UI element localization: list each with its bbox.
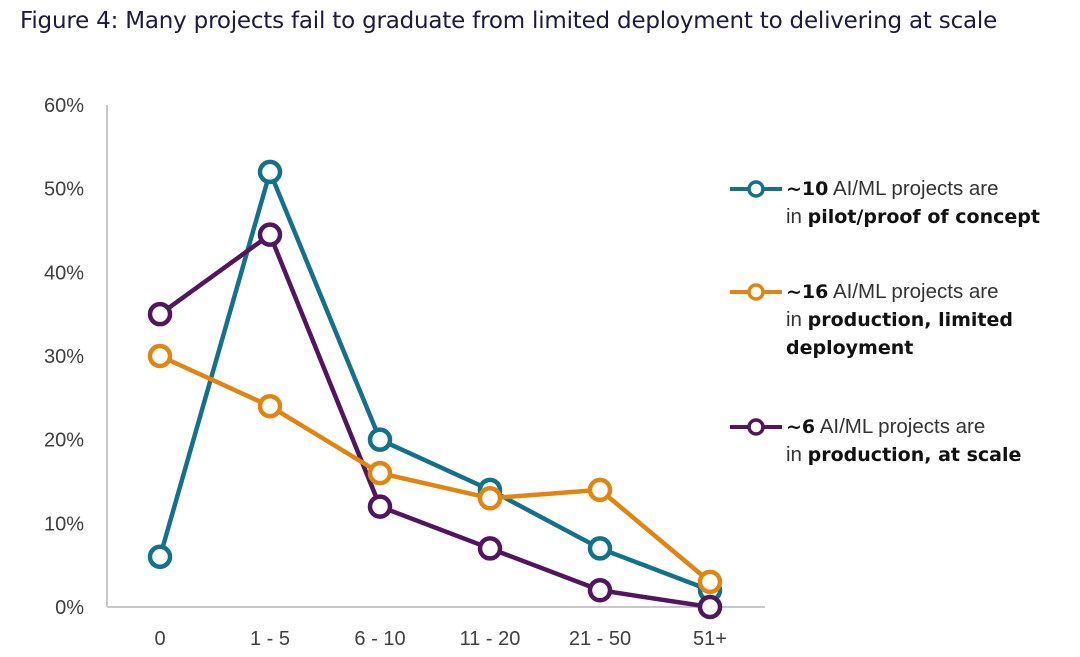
legend-category-cont: deployment bbox=[786, 337, 914, 359]
data-point-series-2 bbox=[257, 222, 283, 247]
y-tick-label: 60% bbox=[44, 95, 84, 117]
x-tick-label: 0 bbox=[154, 628, 165, 650]
data-point-series-1 bbox=[147, 343, 173, 369]
data-point-series-0 bbox=[257, 159, 283, 185]
x-tick-label: 11 - 20 bbox=[460, 628, 521, 650]
series-lines bbox=[157, 169, 712, 610]
legend-text: in bbox=[786, 205, 808, 228]
legend-category: production, at scale bbox=[807, 444, 1022, 466]
legend-count: ~6 bbox=[786, 416, 816, 438]
y-tick-label: 40% bbox=[44, 262, 84, 284]
axes bbox=[106, 105, 765, 608]
legend-category: pilot/proof of concept bbox=[807, 206, 1040, 228]
y-tick-label: 20% bbox=[44, 430, 84, 452]
data-point-series-1 bbox=[367, 460, 393, 486]
data-point-series-2 bbox=[697, 594, 723, 620]
chart-title: Figure 4: Many projects fail to graduate… bbox=[20, 8, 998, 34]
y-axis-ticks: 0% 10% 20% 30% 40% 50% 60% bbox=[44, 95, 84, 619]
legend-text: AI/ML projects are bbox=[815, 415, 986, 438]
y-tick-label: 30% bbox=[44, 346, 84, 368]
data-point-series-0 bbox=[147, 544, 173, 570]
data-point-series-0 bbox=[367, 427, 393, 452]
series-line-2 bbox=[158, 232, 711, 610]
series-line-1 bbox=[159, 353, 712, 584]
data-point-series-2 bbox=[587, 578, 613, 603]
y-tick-label: 0% bbox=[55, 597, 84, 619]
data-point-series-1 bbox=[257, 393, 283, 419]
data-point-series-2 bbox=[147, 301, 173, 327]
legend-text: in bbox=[786, 443, 808, 466]
legend-category: production, limited bbox=[807, 309, 1013, 331]
legend-text: in bbox=[786, 308, 808, 331]
y-tick-label: 10% bbox=[44, 513, 84, 535]
x-tick-label: 1 - 5 bbox=[250, 628, 290, 650]
series-markers bbox=[147, 159, 723, 620]
x-axis-ticks: 0 1 - 5 6 - 10 11 - 20 21 - 50 51+ bbox=[154, 628, 727, 650]
x-tick-label: 6 - 10 bbox=[354, 628, 405, 650]
legend-line-marker-icon bbox=[730, 418, 782, 436]
series-line-0 bbox=[157, 169, 711, 593]
x-tick-label: 21 - 50 bbox=[569, 628, 631, 650]
y-tick-label: 50% bbox=[44, 179, 84, 201]
legend-line-marker-icon bbox=[730, 283, 782, 301]
legend-text: AI/ML projects are bbox=[828, 280, 999, 303]
x-tick-label: 51+ bbox=[693, 628, 727, 650]
data-point-series-2 bbox=[477, 536, 503, 561]
data-point-series-2 bbox=[367, 494, 393, 519]
data-point-series-1 bbox=[477, 485, 503, 511]
legend-count: ~10 bbox=[786, 178, 829, 200]
legend-line-marker-icon bbox=[730, 180, 782, 198]
data-point-series-0 bbox=[587, 536, 613, 561]
legend-text: AI/ML projects are bbox=[828, 177, 999, 200]
legend-count: ~16 bbox=[786, 281, 829, 303]
data-point-series-1 bbox=[587, 477, 613, 503]
data-point-series-1 bbox=[697, 569, 723, 595]
